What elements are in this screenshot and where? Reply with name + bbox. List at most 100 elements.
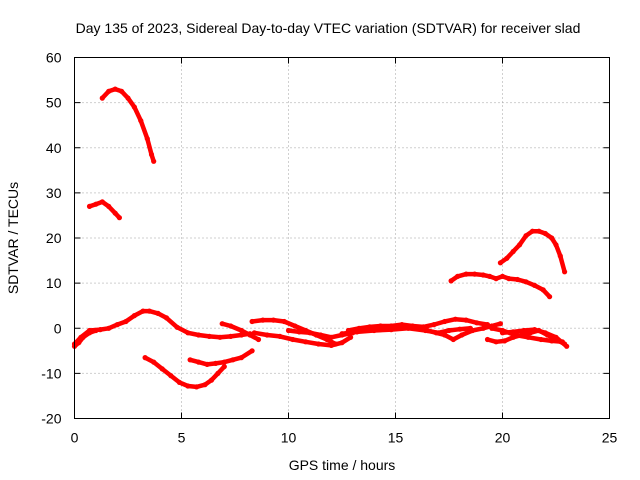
data-point [472, 271, 478, 277]
data-point [480, 325, 486, 331]
data-point [277, 333, 283, 339]
data-point [221, 359, 227, 365]
y-axis-label: SDTVAR / TECUs [5, 182, 21, 294]
data-point [442, 332, 448, 338]
data-point [455, 273, 461, 279]
data-point [425, 327, 431, 334]
data-point [106, 203, 112, 209]
data-point [185, 383, 191, 389]
data-point [564, 343, 570, 349]
data-point [339, 331, 345, 337]
data-point [187, 357, 193, 363]
data-point [547, 294, 553, 300]
data-point [215, 370, 221, 376]
data-point [553, 334, 559, 340]
series-line-arc-12 [339, 326, 473, 336]
y-tick-label: 30 [46, 185, 62, 201]
data-point [315, 341, 322, 347]
data-point [80, 334, 86, 340]
data-point [86, 330, 93, 336]
data-point [131, 104, 137, 110]
data-point [97, 327, 103, 333]
data-point [196, 359, 202, 365]
data-point [125, 95, 131, 101]
data-point [208, 377, 215, 383]
axes: 0 5 10 15 20 25 -20 -10 0 10 20 30 40 50 60 [41, 50, 617, 446]
data-point [553, 242, 559, 248]
data-point [238, 327, 244, 334]
series-line-arc-1 [100, 86, 156, 164]
data-point [480, 272, 486, 278]
data-point [185, 330, 191, 336]
y-tick-label: 40 [46, 140, 62, 156]
data-point [538, 336, 544, 343]
y-tick-label: 50 [46, 95, 62, 111]
data-point [405, 325, 411, 331]
data-point [217, 334, 223, 340]
data-point [474, 320, 480, 326]
x-tick-label: 5 [178, 430, 186, 446]
data-point [504, 255, 510, 261]
data-point [512, 332, 518, 338]
data-point [163, 315, 170, 321]
data-point [549, 338, 555, 344]
data-point [230, 357, 236, 363]
data-point [285, 327, 292, 334]
data-point [484, 336, 491, 343]
data-point [367, 324, 373, 330]
data-point [106, 325, 112, 331]
data-point [238, 355, 244, 361]
data-point [86, 203, 93, 209]
data-point [151, 359, 157, 365]
data-point [99, 199, 105, 205]
data-point [142, 355, 148, 361]
data-point [290, 336, 296, 343]
data-point [119, 88, 125, 94]
data-point [452, 316, 458, 322]
grid [74, 57, 610, 419]
data-point [176, 379, 182, 385]
data-point [517, 242, 523, 248]
data-point [497, 260, 503, 266]
data-point [296, 329, 302, 335]
chart-title: Day 135 of 2023, Sidereal Day-to-day VTE… [76, 20, 581, 36]
data-point [502, 338, 508, 344]
data-point [228, 323, 234, 329]
y-tick-label: 20 [46, 230, 62, 246]
y-tick-label: 60 [46, 50, 62, 66]
data-point [251, 330, 257, 336]
data-point [221, 364, 227, 370]
data-point [549, 235, 555, 241]
data-point [446, 327, 452, 334]
data-point [196, 332, 202, 338]
data-point [193, 384, 200, 390]
data-point [260, 317, 266, 323]
data-point [264, 332, 270, 338]
data-point [499, 327, 506, 334]
data-point [377, 323, 384, 329]
data-point [514, 276, 521, 283]
data-point [112, 210, 118, 216]
data-point [155, 310, 161, 316]
data-point [249, 348, 255, 354]
data-point [116, 215, 122, 221]
data-point [148, 151, 155, 158]
data-point [542, 230, 548, 237]
data-point [559, 339, 566, 345]
data-point [93, 201, 99, 207]
data-point [174, 324, 180, 330]
data-point [123, 318, 129, 325]
data-point [292, 323, 298, 329]
data-point [112, 86, 118, 92]
data-point [523, 279, 529, 285]
data-point [93, 327, 99, 334]
data-point [106, 88, 112, 94]
data-point [99, 95, 105, 101]
x-tick-label: 20 [495, 430, 511, 446]
x-tick-label: 15 [388, 430, 404, 446]
series-line-arc-15 [498, 228, 567, 275]
data-point [328, 342, 334, 348]
data-point [532, 282, 538, 288]
data-point [525, 334, 531, 340]
